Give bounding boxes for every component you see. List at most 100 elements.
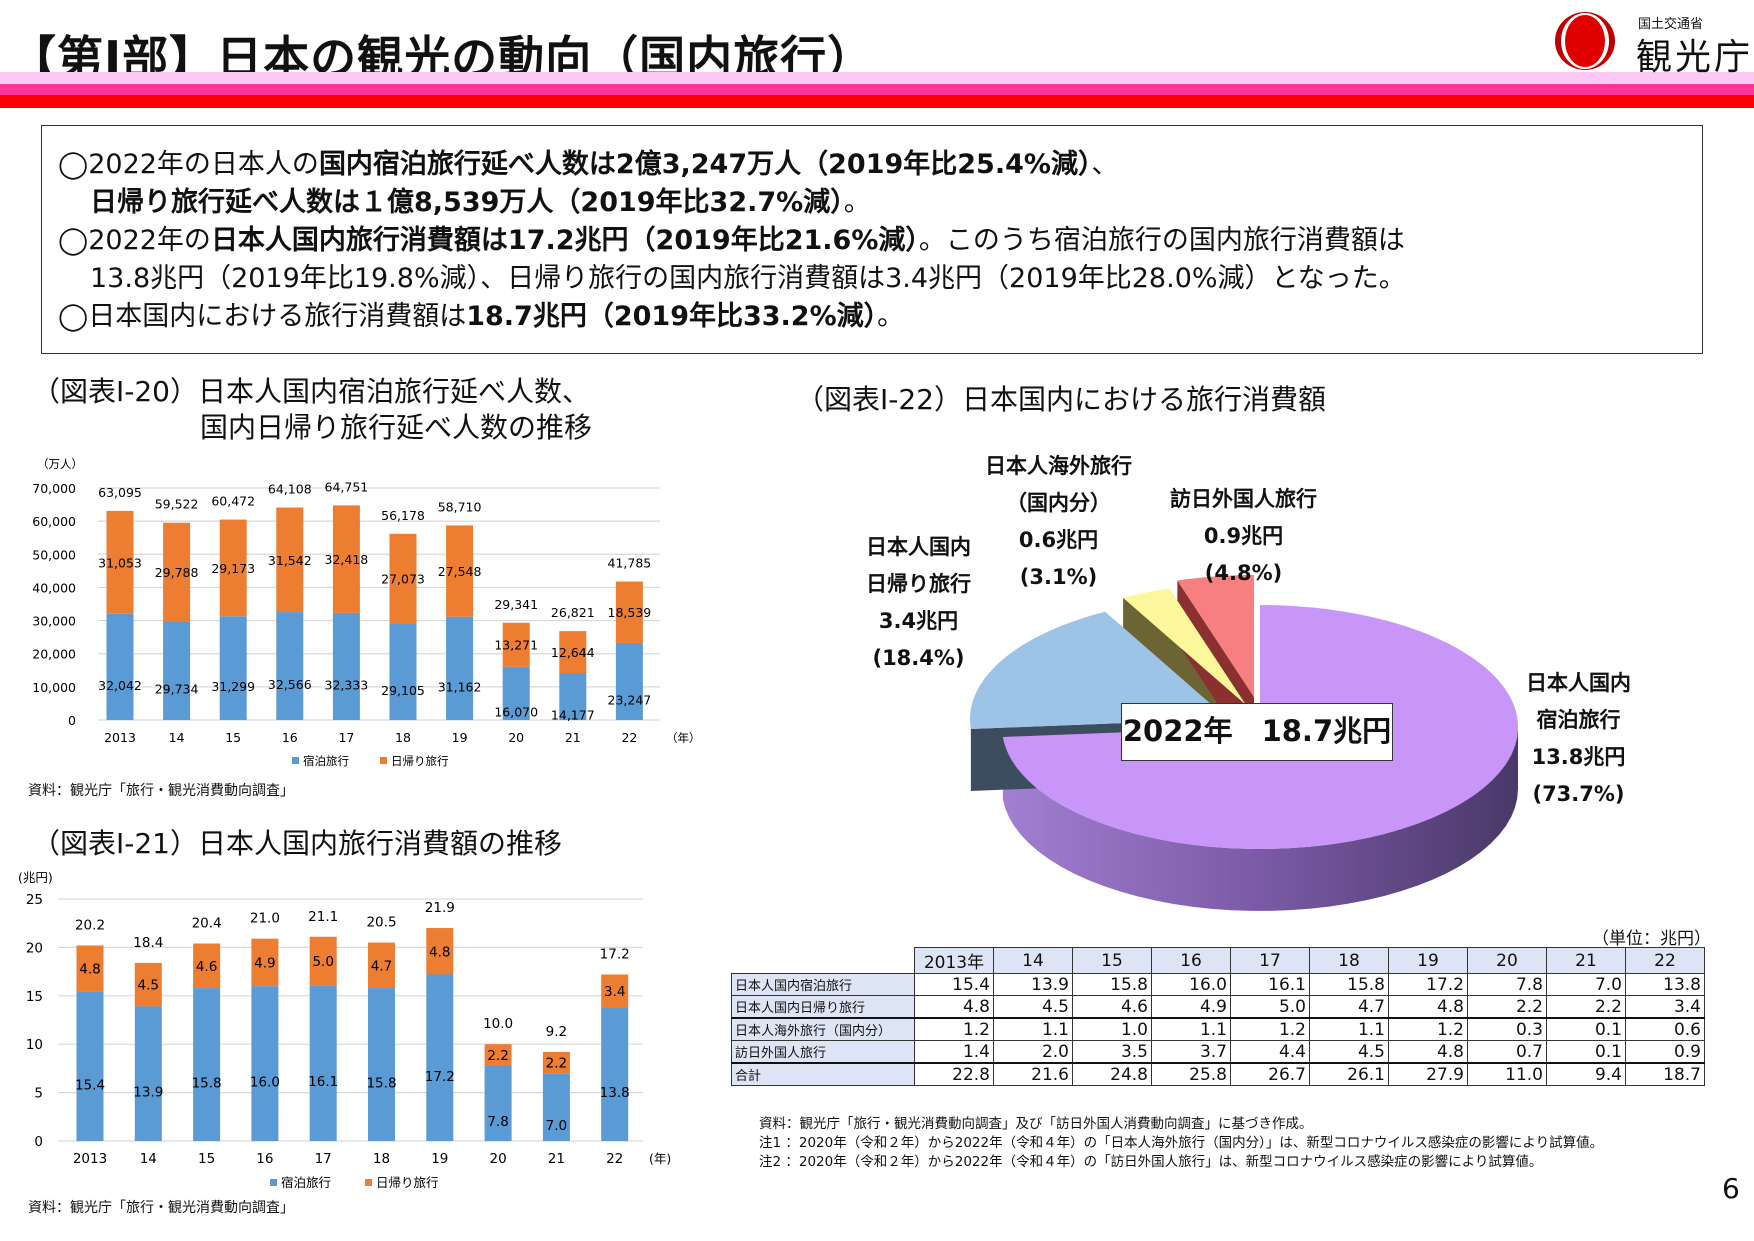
bar-segment bbox=[426, 928, 454, 975]
bar-segment bbox=[615, 642, 643, 720]
pct: (3.1%) bbox=[1019, 565, 1098, 589]
text: 、 bbox=[1091, 149, 1119, 180]
note-source: 資料：観光庁「旅行・観光消費動向調査」及び「訪日外国人消費動向調査」に基づき作成… bbox=[759, 1116, 1313, 1132]
fig21-title: （図表Ⅰ-21）日本人国内旅行消費額の推移 bbox=[32, 827, 562, 860]
data-label: 31,299 bbox=[211, 679, 255, 694]
data-label: 13.9 bbox=[133, 1085, 163, 1101]
bar-segment bbox=[446, 525, 474, 617]
bar-segment bbox=[389, 533, 417, 624]
column-header: 18 bbox=[1309, 947, 1389, 974]
total-label: 20.2 bbox=[75, 917, 105, 933]
bar-segment bbox=[193, 943, 221, 989]
x-tick-label: 17 bbox=[315, 1151, 332, 1167]
table-cell: 22.8 bbox=[914, 1062, 994, 1086]
pie-slice-side bbox=[1002, 727, 1518, 911]
column-header: 21 bbox=[1546, 947, 1626, 974]
table-cell: 1.2 bbox=[1230, 1017, 1310, 1041]
data-label: 16.0 bbox=[250, 1075, 280, 1091]
label: 日本人国内 bbox=[866, 535, 971, 559]
bar-segment bbox=[446, 616, 474, 720]
table-cell: 4.5 bbox=[993, 995, 1073, 1019]
bar-segment bbox=[426, 974, 454, 1141]
table-unit: （単位：兆円） bbox=[1592, 929, 1711, 949]
row-label: 日本人国内日帰り旅行 bbox=[731, 995, 915, 1019]
y-tick-label: 10,000 bbox=[32, 680, 76, 695]
total-label: 58,710 bbox=[438, 499, 482, 514]
table-cell: 4.5 bbox=[1309, 1040, 1389, 1064]
data-label: 31,162 bbox=[438, 679, 482, 694]
text: 。このうち宿泊旅行の国内旅行消費額は bbox=[918, 225, 1405, 256]
y-tick-label: 50,000 bbox=[32, 547, 76, 562]
data-label: 7.0 bbox=[546, 1118, 567, 1134]
table-cell: 26.1 bbox=[1309, 1062, 1389, 1086]
note-1: 注1 ：2020年（令和２年）から2022年（令和４年）の「日本人海外旅行（国内… bbox=[759, 1135, 1604, 1151]
table-cell: 0.9 bbox=[1625, 1040, 1705, 1064]
bar-segment bbox=[502, 666, 530, 720]
data-label: 4.8 bbox=[429, 944, 450, 960]
header-band-light bbox=[0, 72, 1754, 84]
table-cell: 1.4 bbox=[914, 1040, 994, 1064]
value: 0.6兆円 bbox=[1018, 528, 1099, 552]
text: 。 bbox=[843, 187, 871, 218]
x-tick-label: 22 bbox=[621, 730, 637, 745]
x-tick-label: 14 bbox=[140, 1151, 157, 1167]
text-bold: 18.7兆円（2019年比33.2%減） bbox=[466, 301, 878, 332]
y-tick-label: 15 bbox=[26, 989, 43, 1005]
bar-segment bbox=[389, 623, 417, 720]
legend-swatch bbox=[270, 1179, 277, 1186]
column-header: 16 bbox=[1151, 947, 1231, 974]
table-cell: 13.9 bbox=[993, 973, 1073, 996]
y-tick-label: 5 bbox=[34, 1086, 43, 1102]
agency-logo: 国土交通省 観光庁 bbox=[1550, 10, 1754, 78]
y-tick-label: 0 bbox=[68, 713, 76, 728]
label: （国内分） bbox=[1006, 491, 1111, 515]
table-cell: 3.5 bbox=[1072, 1040, 1152, 1064]
table-cell: 18.7 bbox=[1625, 1062, 1705, 1086]
pie-slice bbox=[1123, 588, 1246, 705]
table-cell: 3.4 bbox=[1625, 995, 1705, 1019]
data-label: 29,173 bbox=[211, 561, 255, 576]
y-tick-label: 40,000 bbox=[32, 580, 76, 595]
fig20-source: 資料：観光庁「旅行・観光消費動向調査」 bbox=[28, 783, 294, 799]
value: 0.9兆円 bbox=[1203, 524, 1284, 548]
x-tick-label: 17 bbox=[338, 730, 354, 745]
bar-segment bbox=[106, 510, 134, 614]
table-row: 合計 22.8 21.6 24.8 25.8 26.7 26.1 27.9 11.0 9.4 18.… bbox=[731, 1062, 1705, 1086]
summary-line-3: ◯2022年の日本人国内旅行消費額は17.2兆円（2019年比21.6%減）。こ… bbox=[58, 218, 1405, 257]
data-label: 3.4 bbox=[604, 984, 625, 1000]
table-cell: 1.1 bbox=[1309, 1017, 1389, 1041]
data-label: 32,566 bbox=[268, 677, 312, 692]
bar-segment bbox=[134, 962, 162, 1007]
bar-segment bbox=[309, 985, 337, 1141]
bar-segment bbox=[559, 631, 587, 674]
data-label: 4.7 bbox=[371, 958, 392, 974]
data-label: 23,247 bbox=[608, 692, 652, 707]
bar-segment bbox=[559, 673, 587, 720]
text: 。 bbox=[877, 301, 905, 332]
x-tick-label: 14 bbox=[169, 730, 185, 745]
table-cell: 1.2 bbox=[1388, 1017, 1468, 1041]
total-label: 10.0 bbox=[483, 1016, 513, 1032]
table-cell: 15.8 bbox=[1072, 973, 1152, 996]
table-cell: 1.0 bbox=[1072, 1017, 1152, 1041]
table-cell: 3.7 bbox=[1151, 1040, 1231, 1064]
bar-segment bbox=[251, 938, 279, 987]
legend-label: 日帰り旅行 bbox=[391, 754, 449, 768]
label: 訪日外国人旅行 bbox=[1170, 487, 1317, 511]
bar-segment bbox=[368, 942, 395, 989]
data-label: 7.8 bbox=[487, 1114, 508, 1130]
header-band-mid bbox=[0, 84, 1754, 95]
y-axis-unit: （万人） bbox=[37, 457, 83, 471]
legend-swatch bbox=[380, 757, 387, 764]
note-2: 注2 ：2020年（令和２年）から2022年（令和４年）の「訪日外国人旅行」は、… bbox=[759, 1154, 1543, 1170]
data-label: 2.2 bbox=[546, 1056, 567, 1072]
row-label: 日本人海外旅行（国内分） bbox=[731, 1017, 915, 1041]
table-cell: 2.0 bbox=[993, 1040, 1073, 1064]
x-tick-label: 22 bbox=[606, 1151, 623, 1167]
data-label: 5.0 bbox=[312, 954, 333, 970]
pie-label-inbound: 訪日外国人旅行 0.9兆円 (4.8%) bbox=[1170, 481, 1317, 592]
text-bold: 日帰り旅行延べ人数は１億8,539万人（2019年比32.7%減） bbox=[90, 187, 844, 218]
x-tick-label: 16 bbox=[282, 730, 298, 745]
data-label: 13.8 bbox=[600, 1085, 630, 1101]
